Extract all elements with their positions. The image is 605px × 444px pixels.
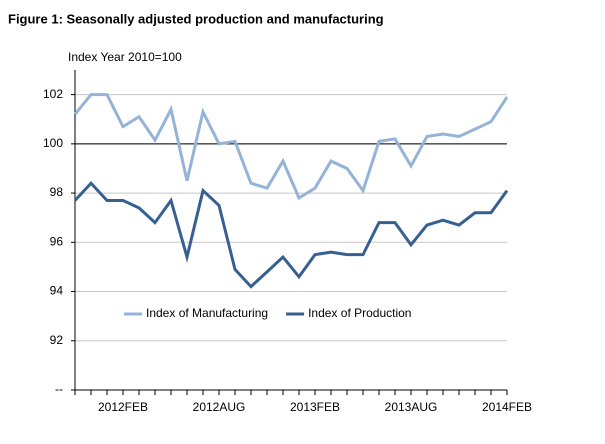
- y-axis-label: Index Year 2010=100: [68, 50, 182, 64]
- series-line: [73, 93, 509, 201]
- x-tick-label: 2012AUG: [193, 400, 246, 414]
- y-tick-label: 96: [50, 234, 64, 248]
- y-tick-label: 98: [50, 185, 64, 199]
- x-tick-label: 2013FEB: [290, 400, 340, 414]
- y-tick-label: 92: [50, 333, 64, 347]
- x-tick-label: 2013AUG: [385, 400, 438, 414]
- legend-label: Index of Production: [308, 306, 411, 320]
- legend-label: Index of Manufacturing: [146, 306, 268, 320]
- y-tick-label: 102: [43, 87, 63, 101]
- x-tick-label: 2014FEB: [482, 400, 532, 414]
- y-tick-label: 94: [50, 284, 64, 298]
- y-tick-label: --: [55, 382, 63, 396]
- y-tick-label: 100: [43, 136, 63, 150]
- series-line: [73, 181, 509, 289]
- chart-title: Figure 1: Seasonally adjusted production…: [8, 11, 384, 26]
- x-tick-label: 2012FEB: [98, 400, 148, 414]
